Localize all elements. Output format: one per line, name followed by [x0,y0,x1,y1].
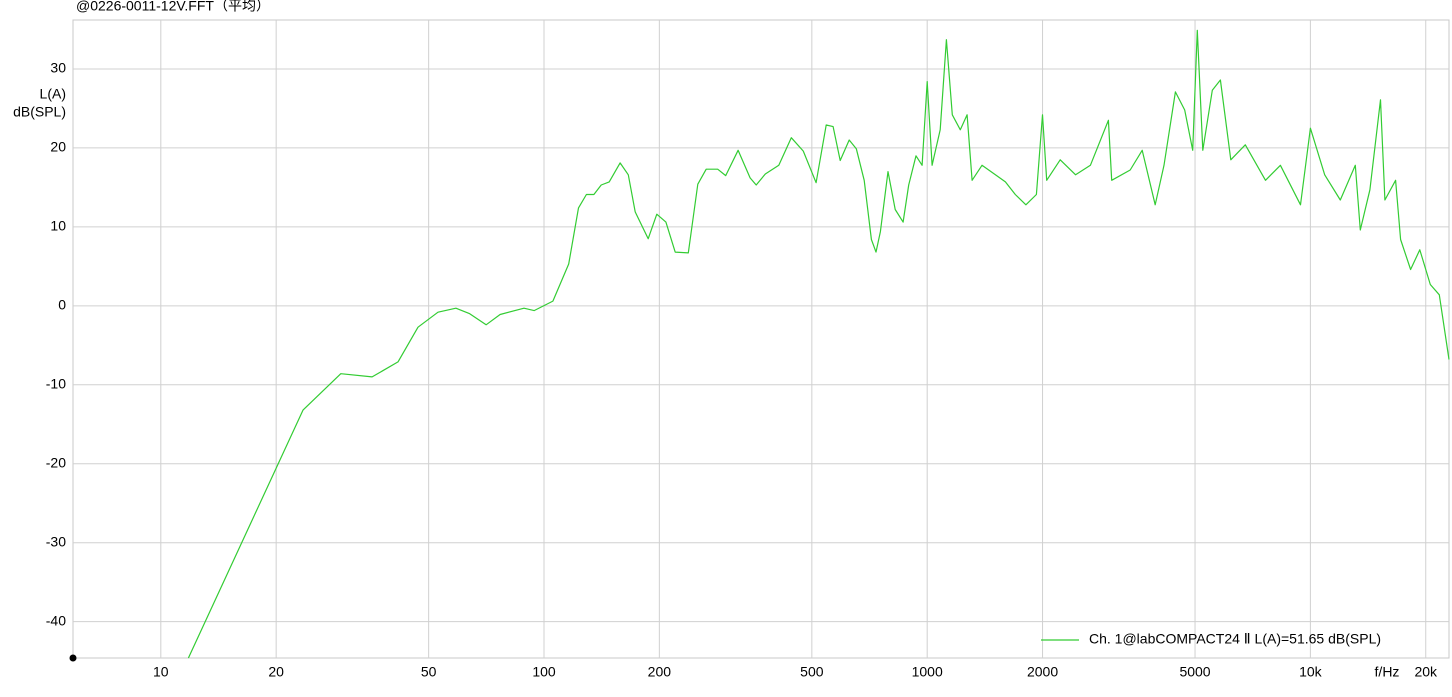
x-tick-label: 2000 [1027,664,1058,680]
x-tick-label: 1000 [912,664,943,680]
x-tick-label: 20k [1414,664,1438,680]
x-tick-label: 50 [421,664,437,680]
chart-title: @0226-0011-12V.FFT（平均） [76,0,270,14]
x-tick-label: 100 [532,664,556,680]
x-tick-label: 200 [648,664,672,680]
y-tick-label: -10 [46,376,66,392]
x-tick-label: 20 [268,664,284,680]
origin-dot [69,654,77,662]
x-tick-label: 10 [153,664,169,680]
y-tick-label: 30 [50,60,66,76]
y-tick-label: 10 [50,218,66,234]
y-tick-label: -40 [46,612,66,628]
data-line [187,29,1450,659]
x-axis-label: f/Hz [1375,664,1400,680]
x-tick-label: 500 [800,664,824,680]
y-tick-label: -30 [46,533,66,549]
legend-label: Ch. 1@labCOMPACT24 Ⅱ L(A)=51.65 dB(SPL) [1089,631,1381,647]
y-tick-label: 20 [50,139,66,155]
y-tick-label: -20 [46,454,66,470]
x-tick-label: 10k [1299,664,1323,680]
y-axis-label: dB(SPL) [13,104,66,120]
y-axis-label: L(A) [40,86,66,102]
x-tick-label: 5000 [1179,664,1210,680]
plot-frame [72,19,1450,659]
y-tick-label: 0 [58,297,66,313]
